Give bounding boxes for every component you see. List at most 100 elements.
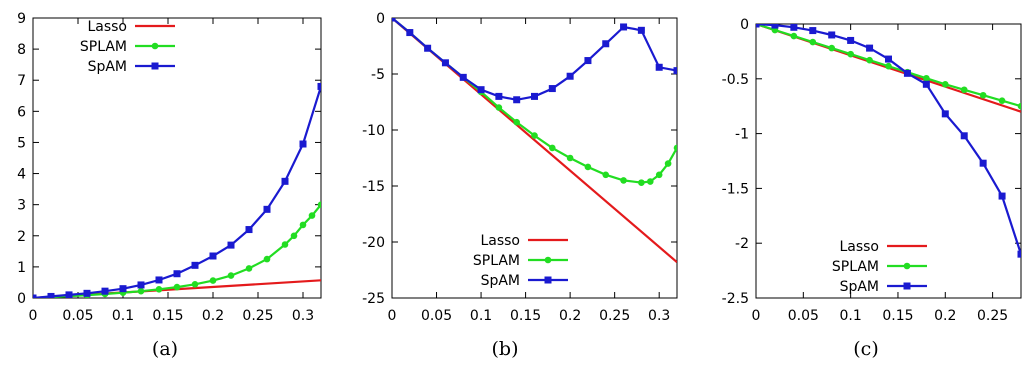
data-point-splam <box>941 80 949 88</box>
chart-c: 0 0.05 0.1 0.15 0.2 0.25 0 -0.5 -1 -1.5 -2 -2.5 Lass… <box>722 17 1022 324</box>
y-tick-label: -20 <box>362 235 385 251</box>
y-tick-label: -1 <box>735 127 749 143</box>
x-tick-label: 0.3 <box>292 308 314 324</box>
legend-marker-spam <box>151 62 159 70</box>
data-point-spam <box>584 57 592 65</box>
data-point-spam <box>847 36 855 44</box>
data-point-spam <box>828 31 836 39</box>
data-point-spam <box>495 92 503 100</box>
data-point-spam <box>65 291 73 298</box>
legend-marker-splam <box>151 42 159 50</box>
y-tick-label: 2 <box>17 229 26 245</box>
x-tick-label: 0.2 <box>202 308 224 324</box>
data-point-spam <box>922 80 930 88</box>
data-point-spam <box>173 270 181 278</box>
legend-label-spam: SpAM <box>481 273 520 289</box>
chart-panel-a: 0 0.05 0.1 0.15 0.2 0.25 0.3 0 1 2 3 4 5 6 7 8 9 Lasso SPL… <box>0 0 335 335</box>
data-point-spam <box>101 287 109 295</box>
data-point-splam <box>155 285 163 293</box>
data-point-spam <box>209 252 217 260</box>
x-tick-label: 0.25 <box>977 308 1008 324</box>
data-point-spam <box>531 92 538 100</box>
x-tick-label: 0 <box>388 308 397 324</box>
data-point-splam <box>308 212 316 219</box>
data-point-splam <box>979 91 987 99</box>
x-tick-label: 0.2 <box>934 308 956 324</box>
data-point-spam <box>637 26 645 34</box>
data-point-splam <box>638 179 645 186</box>
y-tick-label: -15 <box>362 179 385 195</box>
data-point-splam <box>866 56 873 64</box>
caption-c: (c) <box>853 338 879 360</box>
data-point-spam <box>33 294 37 298</box>
legend-label-spam: SpAM <box>840 279 879 295</box>
data-point-splam <box>137 287 145 295</box>
legend-marker-splam <box>544 256 552 264</box>
data-point-splam <box>191 281 199 288</box>
data-point-splam <box>549 144 556 152</box>
y-tick-label: 0 <box>740 17 749 33</box>
data-point-splam <box>281 241 289 248</box>
data-point-spam <box>47 292 55 298</box>
y-tick-label: 0 <box>376 11 385 27</box>
data-point-spam <box>620 23 628 31</box>
data-point-splam <box>495 104 503 111</box>
data-point-spam <box>281 177 289 185</box>
plot-frame <box>32 17 322 299</box>
data-point-spam <box>790 24 798 31</box>
data-point-spam <box>406 29 414 37</box>
x-tick-label: 0.05 <box>788 308 819 324</box>
x-tick-label: 0.25 <box>599 308 630 324</box>
data-point-splam <box>584 163 592 171</box>
legend-marker-spam <box>903 282 911 290</box>
data-point-splam <box>1017 102 1021 110</box>
y-tick-label: -2.5 <box>722 291 749 307</box>
caption-b: (b) <box>491 338 519 360</box>
plot-frame <box>755 23 1022 299</box>
y-tick-label: 8 <box>17 42 26 58</box>
data-point-spam <box>119 285 127 293</box>
chart-panel-b: 0 0.05 0.1 0.15 0.2 0.25 0.3 0 -5 -10 -15 -20 -25 Las… <box>340 0 680 335</box>
y-tick-label: -0.5 <box>722 72 749 88</box>
y-tick-label: 3 <box>17 198 26 214</box>
legend-marker-spam <box>544 276 552 284</box>
data-point-splam <box>790 32 798 40</box>
data-point-splam <box>227 272 235 279</box>
x-tick-label: 0.05 <box>421 308 452 324</box>
y-tick-label: 7 <box>17 73 26 89</box>
data-point-spam <box>998 192 1006 200</box>
legend-label-lasso: Lasso <box>87 19 127 35</box>
y-tick-label: 6 <box>17 104 26 120</box>
x-tick-label: 0.15 <box>882 308 913 324</box>
x-tick-label: 0.05 <box>62 308 93 324</box>
y-tick-label: -10 <box>362 123 385 139</box>
data-point-splam <box>828 44 836 52</box>
data-point-splam <box>317 201 321 208</box>
data-point-spam <box>903 69 911 77</box>
data-point-spam <box>477 86 485 94</box>
y-tick-label: 9 <box>17 11 26 27</box>
data-point-spam <box>191 261 199 269</box>
legend-marker-splam <box>903 262 911 270</box>
data-point-spam <box>299 140 307 148</box>
data-point-splam <box>531 132 538 139</box>
series-line-spam <box>33 86 321 298</box>
x-tick-label: 0.2 <box>559 308 581 324</box>
y-tick-label: 1 <box>17 260 26 276</box>
y-tick-label: 0 <box>17 291 26 307</box>
data-point-splam <box>664 160 672 167</box>
chart-panel-c: 0 0.05 0.1 0.15 0.2 0.25 0 -0.5 -1 -1.5 -2 -2.5 Lass… <box>690 0 1025 335</box>
data-point-spam <box>771 24 779 29</box>
data-point-spam <box>602 40 610 48</box>
data-point-splam <box>885 62 892 70</box>
data-point-spam <box>960 132 968 140</box>
data-point-spam <box>459 73 467 81</box>
data-point-spam <box>227 241 235 249</box>
data-point-spam <box>424 44 432 52</box>
data-point-spam <box>317 82 321 90</box>
legend-label-splam: SPLAM <box>80 39 127 55</box>
data-point-spam <box>155 276 163 284</box>
data-point-spam <box>392 18 396 22</box>
data-point-spam <box>1017 250 1021 258</box>
legend-label-spam: SpAM <box>88 59 127 75</box>
